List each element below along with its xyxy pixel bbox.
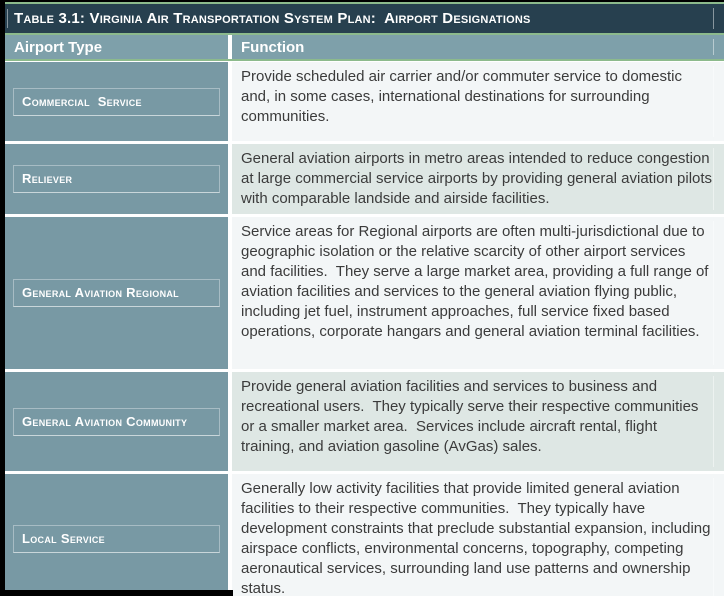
function-cell: Provide general aviation facilities and … — [232, 372, 724, 471]
function-cell: Provide scheduled air carrier and/or com… — [232, 62, 724, 141]
function-header-label: Function — [241, 38, 305, 56]
header-divider-line — [5, 59, 724, 61]
airport-type-cell: Reliever — [5, 144, 228, 214]
function-cell: Service areas for Regional airports are … — [232, 217, 724, 369]
table-row-general-aviation-regional: General Aviation Regional Service areas … — [5, 217, 724, 369]
airport-type-cell: Local Service — [5, 474, 228, 596]
column-header-row: Airport Type Function — [5, 35, 724, 59]
column-divider — [228, 474, 232, 596]
title-divider-line — [5, 33, 724, 35]
function-header-cell: Function — [232, 35, 724, 59]
table-body: Commercial Service Provide scheduled air… — [5, 61, 724, 596]
column-divider — [228, 62, 232, 141]
table-title: Table 3.1: Virginia Air Transportation S… — [14, 10, 531, 27]
table-title-bar: Table 3.1: Virginia Air Transportation S… — [5, 4, 724, 33]
table-row-reliever: Reliever General aviation airports in me… — [5, 144, 724, 214]
airport-type-header-cell: Airport Type — [5, 35, 228, 59]
airport-type-label: General Aviation Regional — [13, 279, 220, 307]
airport-type-label: Local Service — [13, 525, 220, 553]
table-row-local-service: Local Service Generally low activity fac… — [5, 474, 724, 596]
column-divider — [228, 372, 232, 471]
airport-type-label: Commercial Service — [13, 87, 220, 116]
airport-type-cell: General Aviation Regional — [5, 217, 228, 369]
bottom-border-bar — [5, 590, 233, 596]
column-divider — [228, 144, 232, 214]
table-row-general-aviation-community: General Aviation Community Provide gener… — [5, 372, 724, 471]
function-cell: Generally low activity facilities that p… — [232, 474, 724, 596]
airport-type-label: General Aviation Community — [13, 407, 220, 436]
table-row-commercial-service: Commercial Service Provide scheduled air… — [5, 62, 724, 141]
top-accent-line — [5, 2, 724, 4]
airport-type-header-label: Airport Type — [14, 38, 103, 56]
function-cell: General aviation airports in metro areas… — [232, 144, 724, 214]
column-divider — [228, 35, 232, 59]
airport-type-cell: Commercial Service — [5, 62, 228, 141]
column-divider — [228, 217, 232, 369]
airport-type-label: Reliever — [13, 165, 220, 193]
airport-type-cell: General Aviation Community — [5, 372, 228, 471]
